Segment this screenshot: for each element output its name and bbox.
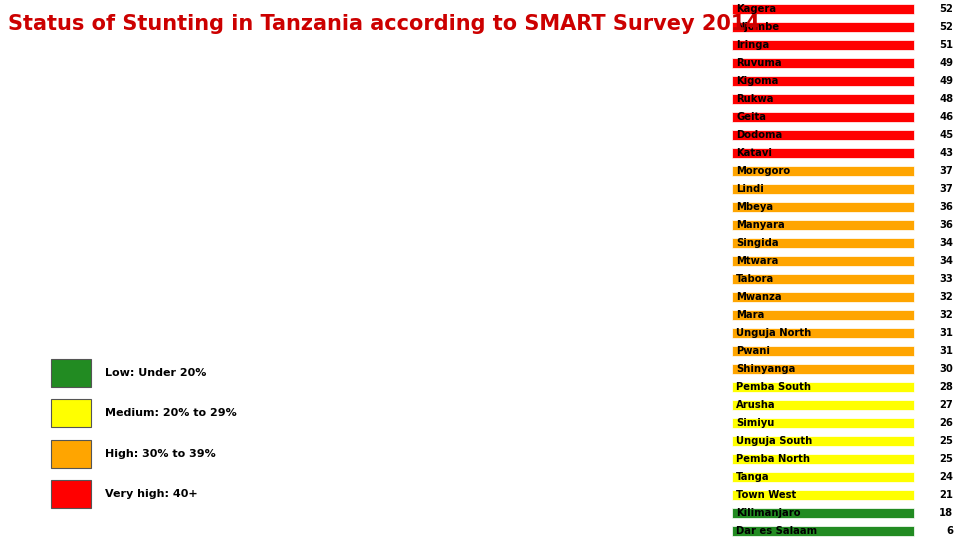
Text: 52: 52 xyxy=(939,4,953,14)
Bar xyxy=(732,202,914,212)
Text: 49: 49 xyxy=(939,58,953,68)
Bar xyxy=(732,400,914,410)
Text: Dodoma: Dodoma xyxy=(736,130,782,140)
Text: 27: 27 xyxy=(940,400,953,410)
Bar xyxy=(732,4,914,14)
Bar xyxy=(732,328,914,338)
Text: Kilimanjaro: Kilimanjaro xyxy=(736,508,801,518)
Text: Tabora: Tabora xyxy=(736,274,775,284)
Text: 45: 45 xyxy=(939,130,953,140)
Text: Tanga: Tanga xyxy=(736,472,770,482)
Text: 52: 52 xyxy=(939,22,953,32)
Text: 34: 34 xyxy=(939,256,953,266)
Text: Medium: 20% to 29%: Medium: 20% to 29% xyxy=(105,408,236,418)
Text: 21: 21 xyxy=(939,490,953,500)
Bar xyxy=(51,480,91,508)
Bar xyxy=(732,94,914,104)
Text: 32: 32 xyxy=(940,310,953,320)
Text: Kagera: Kagera xyxy=(736,4,777,14)
Text: Manyara: Manyara xyxy=(736,220,785,230)
Text: 26: 26 xyxy=(939,418,953,428)
Bar xyxy=(732,472,914,482)
Bar xyxy=(732,76,914,86)
Text: Low: Under 20%: Low: Under 20% xyxy=(105,368,206,377)
Bar xyxy=(732,238,914,248)
Text: 24: 24 xyxy=(939,472,953,482)
Bar xyxy=(732,40,914,50)
Text: Mtwara: Mtwara xyxy=(736,256,779,266)
Text: 28: 28 xyxy=(939,382,953,392)
Text: 37: 37 xyxy=(940,166,953,176)
Text: Very high: 40+: Very high: 40+ xyxy=(105,489,197,499)
Text: Singida: Singida xyxy=(736,238,779,248)
Bar xyxy=(732,22,914,32)
Bar xyxy=(732,346,914,356)
Text: Ruvuma: Ruvuma xyxy=(736,58,781,68)
Text: Shinyanga: Shinyanga xyxy=(736,364,796,374)
Text: Dar es Salaam: Dar es Salaam xyxy=(736,526,817,536)
Bar xyxy=(732,454,914,464)
Text: Simiyu: Simiyu xyxy=(736,418,775,428)
Text: High: 30% to 39%: High: 30% to 39% xyxy=(105,449,215,458)
Bar xyxy=(732,526,914,536)
Text: 36: 36 xyxy=(939,202,953,212)
Bar xyxy=(732,256,914,266)
Bar xyxy=(51,440,91,468)
Text: Status of Stunting in Tanzania according to SMART Survey 2014: Status of Stunting in Tanzania according… xyxy=(8,14,759,33)
Bar xyxy=(732,490,914,500)
Bar xyxy=(732,508,914,518)
Text: Geita: Geita xyxy=(736,112,766,122)
Bar xyxy=(732,184,914,194)
Bar xyxy=(732,58,914,68)
Text: 49: 49 xyxy=(939,76,953,86)
Text: Unguja North: Unguja North xyxy=(736,328,811,338)
Bar xyxy=(732,148,914,158)
Bar xyxy=(732,382,914,392)
Text: 48: 48 xyxy=(939,94,953,104)
Text: Lindi: Lindi xyxy=(736,184,764,194)
Text: 37: 37 xyxy=(940,184,953,194)
Text: 33: 33 xyxy=(940,274,953,284)
Bar xyxy=(732,112,914,122)
Text: Unguja South: Unguja South xyxy=(736,436,812,446)
Bar xyxy=(732,292,914,302)
Bar xyxy=(732,130,914,140)
Text: Morogoro: Morogoro xyxy=(736,166,790,176)
Text: Mara: Mara xyxy=(736,310,764,320)
Text: Kigoma: Kigoma xyxy=(736,76,779,86)
Text: 30: 30 xyxy=(940,364,953,374)
Text: Pemba South: Pemba South xyxy=(736,382,811,392)
Bar xyxy=(51,399,91,427)
Text: Katavi: Katavi xyxy=(736,148,772,158)
Bar xyxy=(732,364,914,374)
Text: 51: 51 xyxy=(939,40,953,50)
Text: 25: 25 xyxy=(939,436,953,446)
Text: 43: 43 xyxy=(939,148,953,158)
Text: Mbeya: Mbeya xyxy=(736,202,773,212)
Text: 34: 34 xyxy=(939,238,953,248)
Bar xyxy=(732,310,914,320)
Text: Iringa: Iringa xyxy=(736,40,769,50)
Bar xyxy=(732,220,914,230)
Text: 18: 18 xyxy=(939,508,953,518)
Bar xyxy=(732,166,914,176)
Bar xyxy=(732,436,914,446)
Text: Arusha: Arusha xyxy=(736,400,776,410)
Text: Town West: Town West xyxy=(736,490,797,500)
Text: Njombe: Njombe xyxy=(736,22,780,32)
Text: 46: 46 xyxy=(939,112,953,122)
Bar xyxy=(732,274,914,284)
Text: 31: 31 xyxy=(939,346,953,356)
Bar xyxy=(732,418,914,428)
Text: Mwanza: Mwanza xyxy=(736,292,781,302)
Bar xyxy=(51,359,91,387)
Text: 25: 25 xyxy=(939,454,953,464)
Text: Rukwa: Rukwa xyxy=(736,94,774,104)
Text: 31: 31 xyxy=(939,328,953,338)
Text: 6: 6 xyxy=(947,526,953,536)
Text: 32: 32 xyxy=(940,292,953,302)
Text: Pwani: Pwani xyxy=(736,346,770,356)
Text: Pemba North: Pemba North xyxy=(736,454,810,464)
Text: 36: 36 xyxy=(939,220,953,230)
